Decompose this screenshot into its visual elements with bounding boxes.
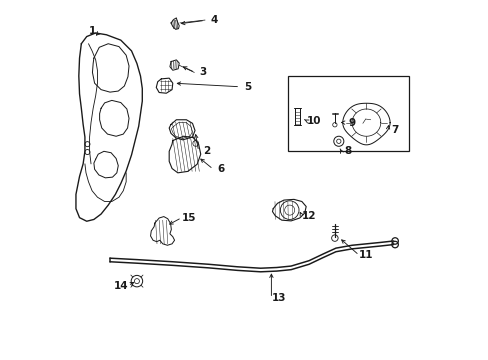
Text: 9: 9: [348, 118, 355, 128]
Text: 7: 7: [390, 125, 398, 135]
Text: 15: 15: [182, 213, 196, 222]
Text: 8: 8: [344, 146, 351, 156]
Text: 3: 3: [199, 67, 206, 77]
Text: 5: 5: [244, 82, 251, 92]
Text: 12: 12: [301, 211, 316, 221]
Text: 11: 11: [359, 250, 373, 260]
Text: 6: 6: [217, 164, 224, 174]
Text: 10: 10: [306, 116, 321, 126]
Bar: [287, 76, 408, 151]
Text: 13: 13: [271, 293, 285, 303]
Text: 2: 2: [203, 146, 210, 156]
Text: 14: 14: [113, 281, 128, 291]
Text: 1: 1: [88, 26, 96, 36]
Text: 4: 4: [210, 15, 217, 26]
